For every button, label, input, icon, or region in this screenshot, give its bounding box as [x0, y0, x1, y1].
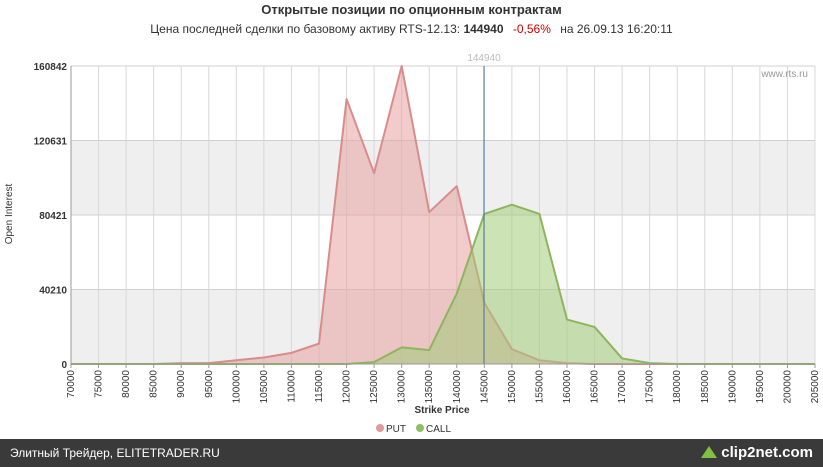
subtitle-prefix: Цена последней сделки по базовому активу… [150, 22, 461, 36]
x-tick-label: 75000 [94, 370, 105, 398]
y-tick-label: 80421 [39, 211, 67, 222]
series-area-put [71, 66, 815, 364]
x-tick-label: 165000 [590, 370, 601, 404]
x-tick-label: 140000 [452, 370, 463, 404]
open-interest-chart: 144940 0 40210 80421 120631 160842 70000 7500… [4, 53, 821, 435]
x-tick-label: 125000 [369, 370, 380, 404]
y-tick-label: 0 [61, 360, 67, 371]
x-tick-label: 105000 [259, 370, 270, 404]
x-tick-label: 100000 [231, 370, 242, 404]
legend[interactable]: PUT CALL [376, 424, 451, 435]
y-tick-labels: 0 40210 80421 120631 160842 [34, 62, 68, 371]
x-tick-label: 205000 [810, 370, 821, 404]
legend-marker-call [416, 424, 424, 432]
x-tick-label: 135000 [424, 370, 435, 404]
price-marker-label: 144940 [467, 53, 501, 64]
price-change: -0,56% [512, 22, 551, 36]
x-tick-label: 150000 [507, 370, 518, 404]
x-tick-label: 175000 [645, 370, 656, 404]
x-tick-label: 145000 [479, 370, 490, 404]
x-tick-label: 185000 [700, 370, 711, 404]
vertical-grid [70, 66, 816, 364]
x-tick-label: 70000 [66, 370, 77, 398]
x-tick-label: 115000 [314, 370, 325, 403]
watermark: www.rts.ru [760, 69, 808, 80]
x-tick-label: 85000 [149, 370, 160, 398]
legend-label-call: CALL [426, 424, 451, 435]
price-marker: 144940 [467, 53, 501, 364]
x-tick-label: 110000 [286, 370, 297, 403]
axes [70, 66, 815, 365]
x-tick-labels: 70000 75000 80000 85000 90000 95000 100000 1050… [66, 364, 821, 403]
x-tick-label: 170000 [617, 370, 628, 404]
y-tick-label: 160842 [34, 62, 68, 73]
x-tick-label: 190000 [727, 370, 738, 404]
y-tick-label: 120631 [34, 137, 68, 148]
x-tick-label: 90000 [176, 370, 187, 398]
x-tick-label: 120000 [342, 370, 353, 404]
last-price: 144940 [463, 22, 504, 36]
x-tick-label: 180000 [672, 370, 683, 404]
footer-bar: Элитный Трейдер, ELITETRADER.RU clip2net… [0, 439, 823, 467]
y-tick-label: 40210 [39, 286, 67, 297]
date-text: на 26.09.13 16:20:11 [560, 22, 673, 36]
chart-subtitle: Цена последней сделки по базовому активу… [0, 22, 823, 36]
x-axis-title: Strike Price [414, 405, 469, 416]
brand-label: clip2net.com [721, 444, 813, 461]
clip2net-logo-icon [701, 446, 718, 458]
legend-label-put: PUT [386, 424, 406, 435]
y-axis-title: Open Interest [4, 183, 15, 244]
legend-marker-put [376, 424, 384, 432]
x-tick-label: 155000 [534, 370, 545, 404]
x-tick-label: 195000 [755, 370, 766, 404]
clip2net-brand[interactable]: clip2net.com [701, 444, 813, 461]
x-tick-label: 130000 [397, 370, 408, 404]
series-area-call [71, 204, 815, 364]
x-tick-label: 80000 [121, 370, 132, 398]
x-tick-label: 95000 [204, 370, 215, 398]
chart-title: Открытые позиции по опционным контрактам [261, 2, 562, 17]
x-tick-label: 200000 [782, 370, 793, 404]
footer-source-text: Элитный Трейдер, ELITETRADER.RU [10, 446, 220, 460]
x-tick-label: 160000 [562, 370, 573, 404]
